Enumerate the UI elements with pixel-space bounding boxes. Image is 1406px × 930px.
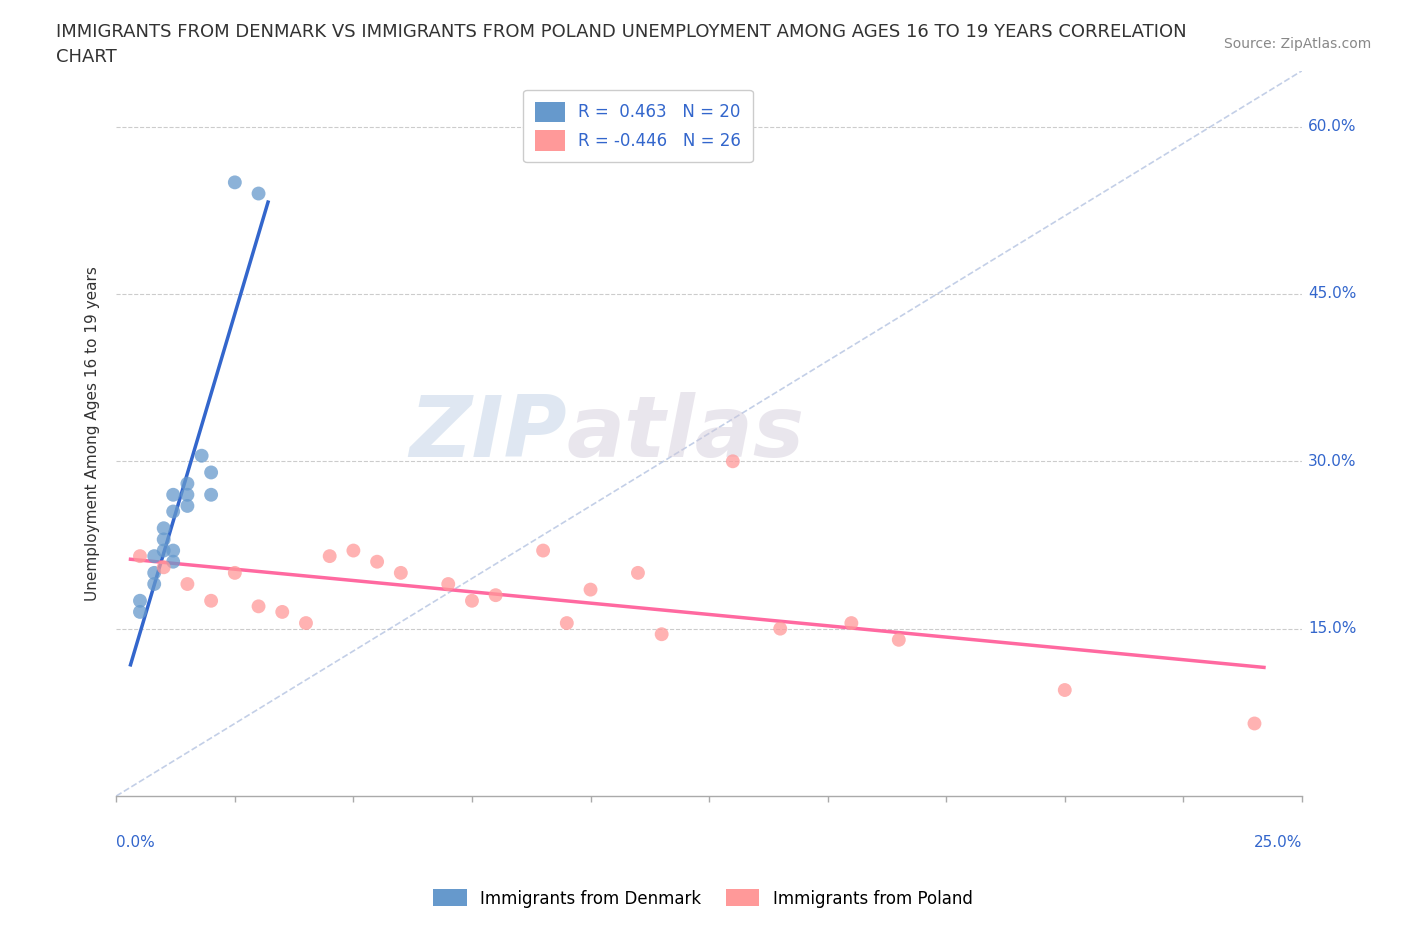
Point (366, 554, 388, 569)
Point (247, 186, 270, 201)
Text: 0.0%: 0.0% (117, 835, 155, 850)
Point (162, 487, 184, 502)
Point (271, 604, 294, 619)
Point (200, 487, 222, 502)
Legend: R =  0.463   N = 20, R = -0.446   N = 26: R = 0.463 N = 20, R = -0.446 N = 26 (523, 90, 752, 163)
Point (176, 498, 198, 513)
Point (200, 593, 222, 608)
Point (555, 616, 578, 631)
Point (579, 582, 602, 597)
Point (1243, 716, 1265, 731)
Point (318, 549, 340, 564)
Point (129, 593, 152, 608)
Point (162, 504, 184, 519)
Text: 45.0%: 45.0% (1308, 286, 1357, 301)
Point (143, 565, 166, 580)
Text: 60.0%: 60.0% (1308, 119, 1357, 134)
Point (176, 487, 198, 502)
Point (247, 599, 270, 614)
Point (224, 565, 246, 580)
Point (176, 577, 198, 591)
Point (224, 175, 246, 190)
Text: Source: ZipAtlas.com: Source: ZipAtlas.com (1223, 37, 1371, 51)
Point (162, 554, 184, 569)
Point (437, 577, 460, 591)
Point (627, 565, 650, 580)
Point (176, 476, 198, 491)
Point (152, 521, 174, 536)
Point (190, 448, 212, 463)
Y-axis label: Unemployment Among Ages 16 to 19 years: Unemployment Among Ages 16 to 19 years (86, 266, 100, 601)
Point (152, 532, 174, 547)
Point (769, 621, 792, 636)
Legend: Immigrants from Denmark, Immigrants from Poland: Immigrants from Denmark, Immigrants from… (426, 883, 980, 914)
Point (651, 627, 673, 642)
Point (887, 632, 910, 647)
Point (1053, 683, 1076, 698)
Point (129, 604, 152, 619)
Point (143, 577, 166, 591)
Point (531, 543, 554, 558)
Text: atlas: atlas (567, 392, 806, 475)
Point (143, 549, 166, 564)
Point (162, 543, 184, 558)
Point (129, 549, 152, 564)
Text: ZIP: ZIP (409, 392, 567, 475)
Text: 30.0%: 30.0% (1308, 454, 1357, 469)
Point (721, 454, 744, 469)
Point (152, 543, 174, 558)
Point (152, 560, 174, 575)
Point (461, 593, 484, 608)
Point (342, 543, 364, 558)
Point (200, 465, 222, 480)
Point (485, 588, 508, 603)
Text: CHART: CHART (56, 48, 117, 66)
Text: IMMIGRANTS FROM DENMARK VS IMMIGRANTS FROM POLAND UNEMPLOYMENT AMONG AGES 16 TO : IMMIGRANTS FROM DENMARK VS IMMIGRANTS FR… (56, 23, 1187, 41)
Text: 15.0%: 15.0% (1308, 621, 1357, 636)
Point (295, 616, 318, 631)
Point (841, 616, 863, 631)
Point (389, 565, 412, 580)
Text: 25.0%: 25.0% (1254, 835, 1302, 850)
